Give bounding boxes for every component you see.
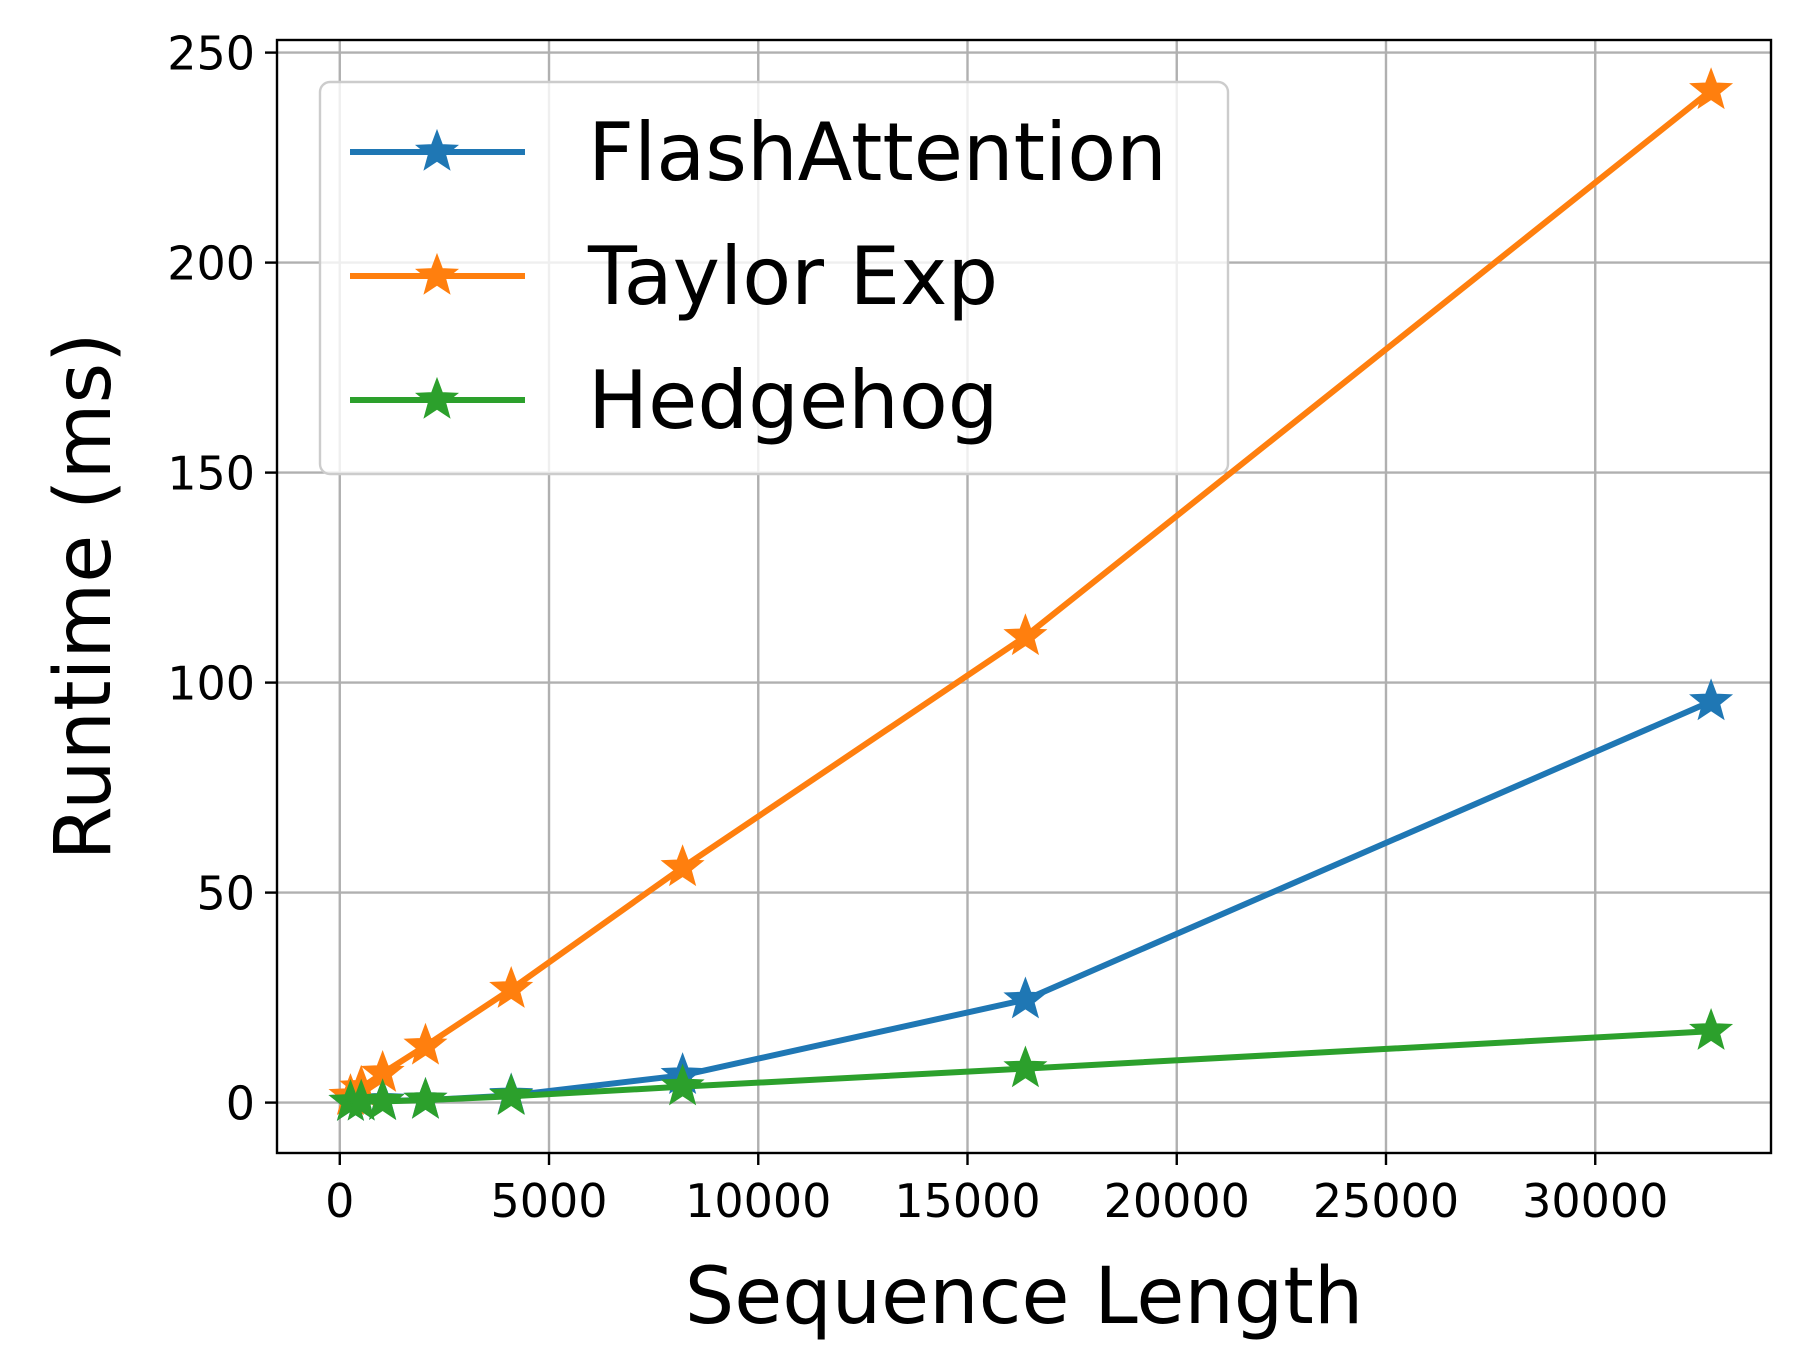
data-point-star <box>489 966 534 1008</box>
data-point-star <box>1689 67 1734 110</box>
x-tick-label: 0 <box>325 1174 354 1228</box>
axis-ticks: 0 5000 10000 15000 20000 25000 30000 0 50 100 150 2… <box>167 27 1668 1228</box>
legend-box <box>318 80 1230 476</box>
legend-label: Taylor Exp <box>587 230 998 323</box>
legend-star-marker <box>414 128 460 171</box>
y-tick-label: 0 <box>226 1077 255 1131</box>
x-tick-label: 5000 <box>490 1174 607 1228</box>
legend-item-hedgehog: Hedgehog <box>350 354 999 447</box>
y-tick-label: 50 <box>196 867 255 921</box>
x-tick-label: 25000 <box>1313 1174 1459 1228</box>
y-tick-label: 100 <box>167 657 255 711</box>
series-flashattention <box>328 678 1734 1121</box>
data-point-star <box>489 1073 534 1116</box>
legend-star-marker <box>414 252 460 295</box>
x-tick-label: 15000 <box>894 1174 1040 1228</box>
data-point-star <box>360 1078 405 1121</box>
series-layer <box>328 67 1734 1121</box>
data-point-star <box>660 1063 705 1106</box>
y-tick-label: 200 <box>167 237 255 291</box>
x-tick-label: 10000 <box>685 1174 831 1228</box>
y-axis-title: Runtime (ms) <box>39 332 129 860</box>
y-tick-label: 150 <box>167 447 255 501</box>
data-point-star <box>403 1022 448 1065</box>
legend-star-marker <box>414 376 460 419</box>
legend-label: Hedgehog <box>588 354 999 447</box>
data-point-star <box>1003 613 1048 656</box>
legend: FlashAttention Taylor Exp Hedgehog <box>318 80 1230 476</box>
x-tick-label: 20000 <box>1104 1174 1250 1228</box>
y-tick-label: 250 <box>167 27 255 81</box>
legend-item-taylor-exp: Taylor Exp <box>350 230 998 323</box>
data-point-star <box>1003 1045 1048 1088</box>
data-point-star <box>1003 976 1048 1019</box>
x-tick-label: 30000 <box>1522 1174 1668 1228</box>
legend-item-flashattention: FlashAttention <box>350 106 1167 199</box>
data-point-star <box>1689 678 1734 721</box>
data-point-star <box>1689 1008 1734 1050</box>
x-axis-title: Sequence Length <box>685 1252 1364 1342</box>
data-point-star <box>660 844 705 887</box>
plot-frame <box>275 38 1773 1155</box>
series-hedgehog <box>328 1008 1734 1121</box>
legend-label: FlashAttention <box>588 106 1167 199</box>
data-point-star <box>403 1076 448 1119</box>
